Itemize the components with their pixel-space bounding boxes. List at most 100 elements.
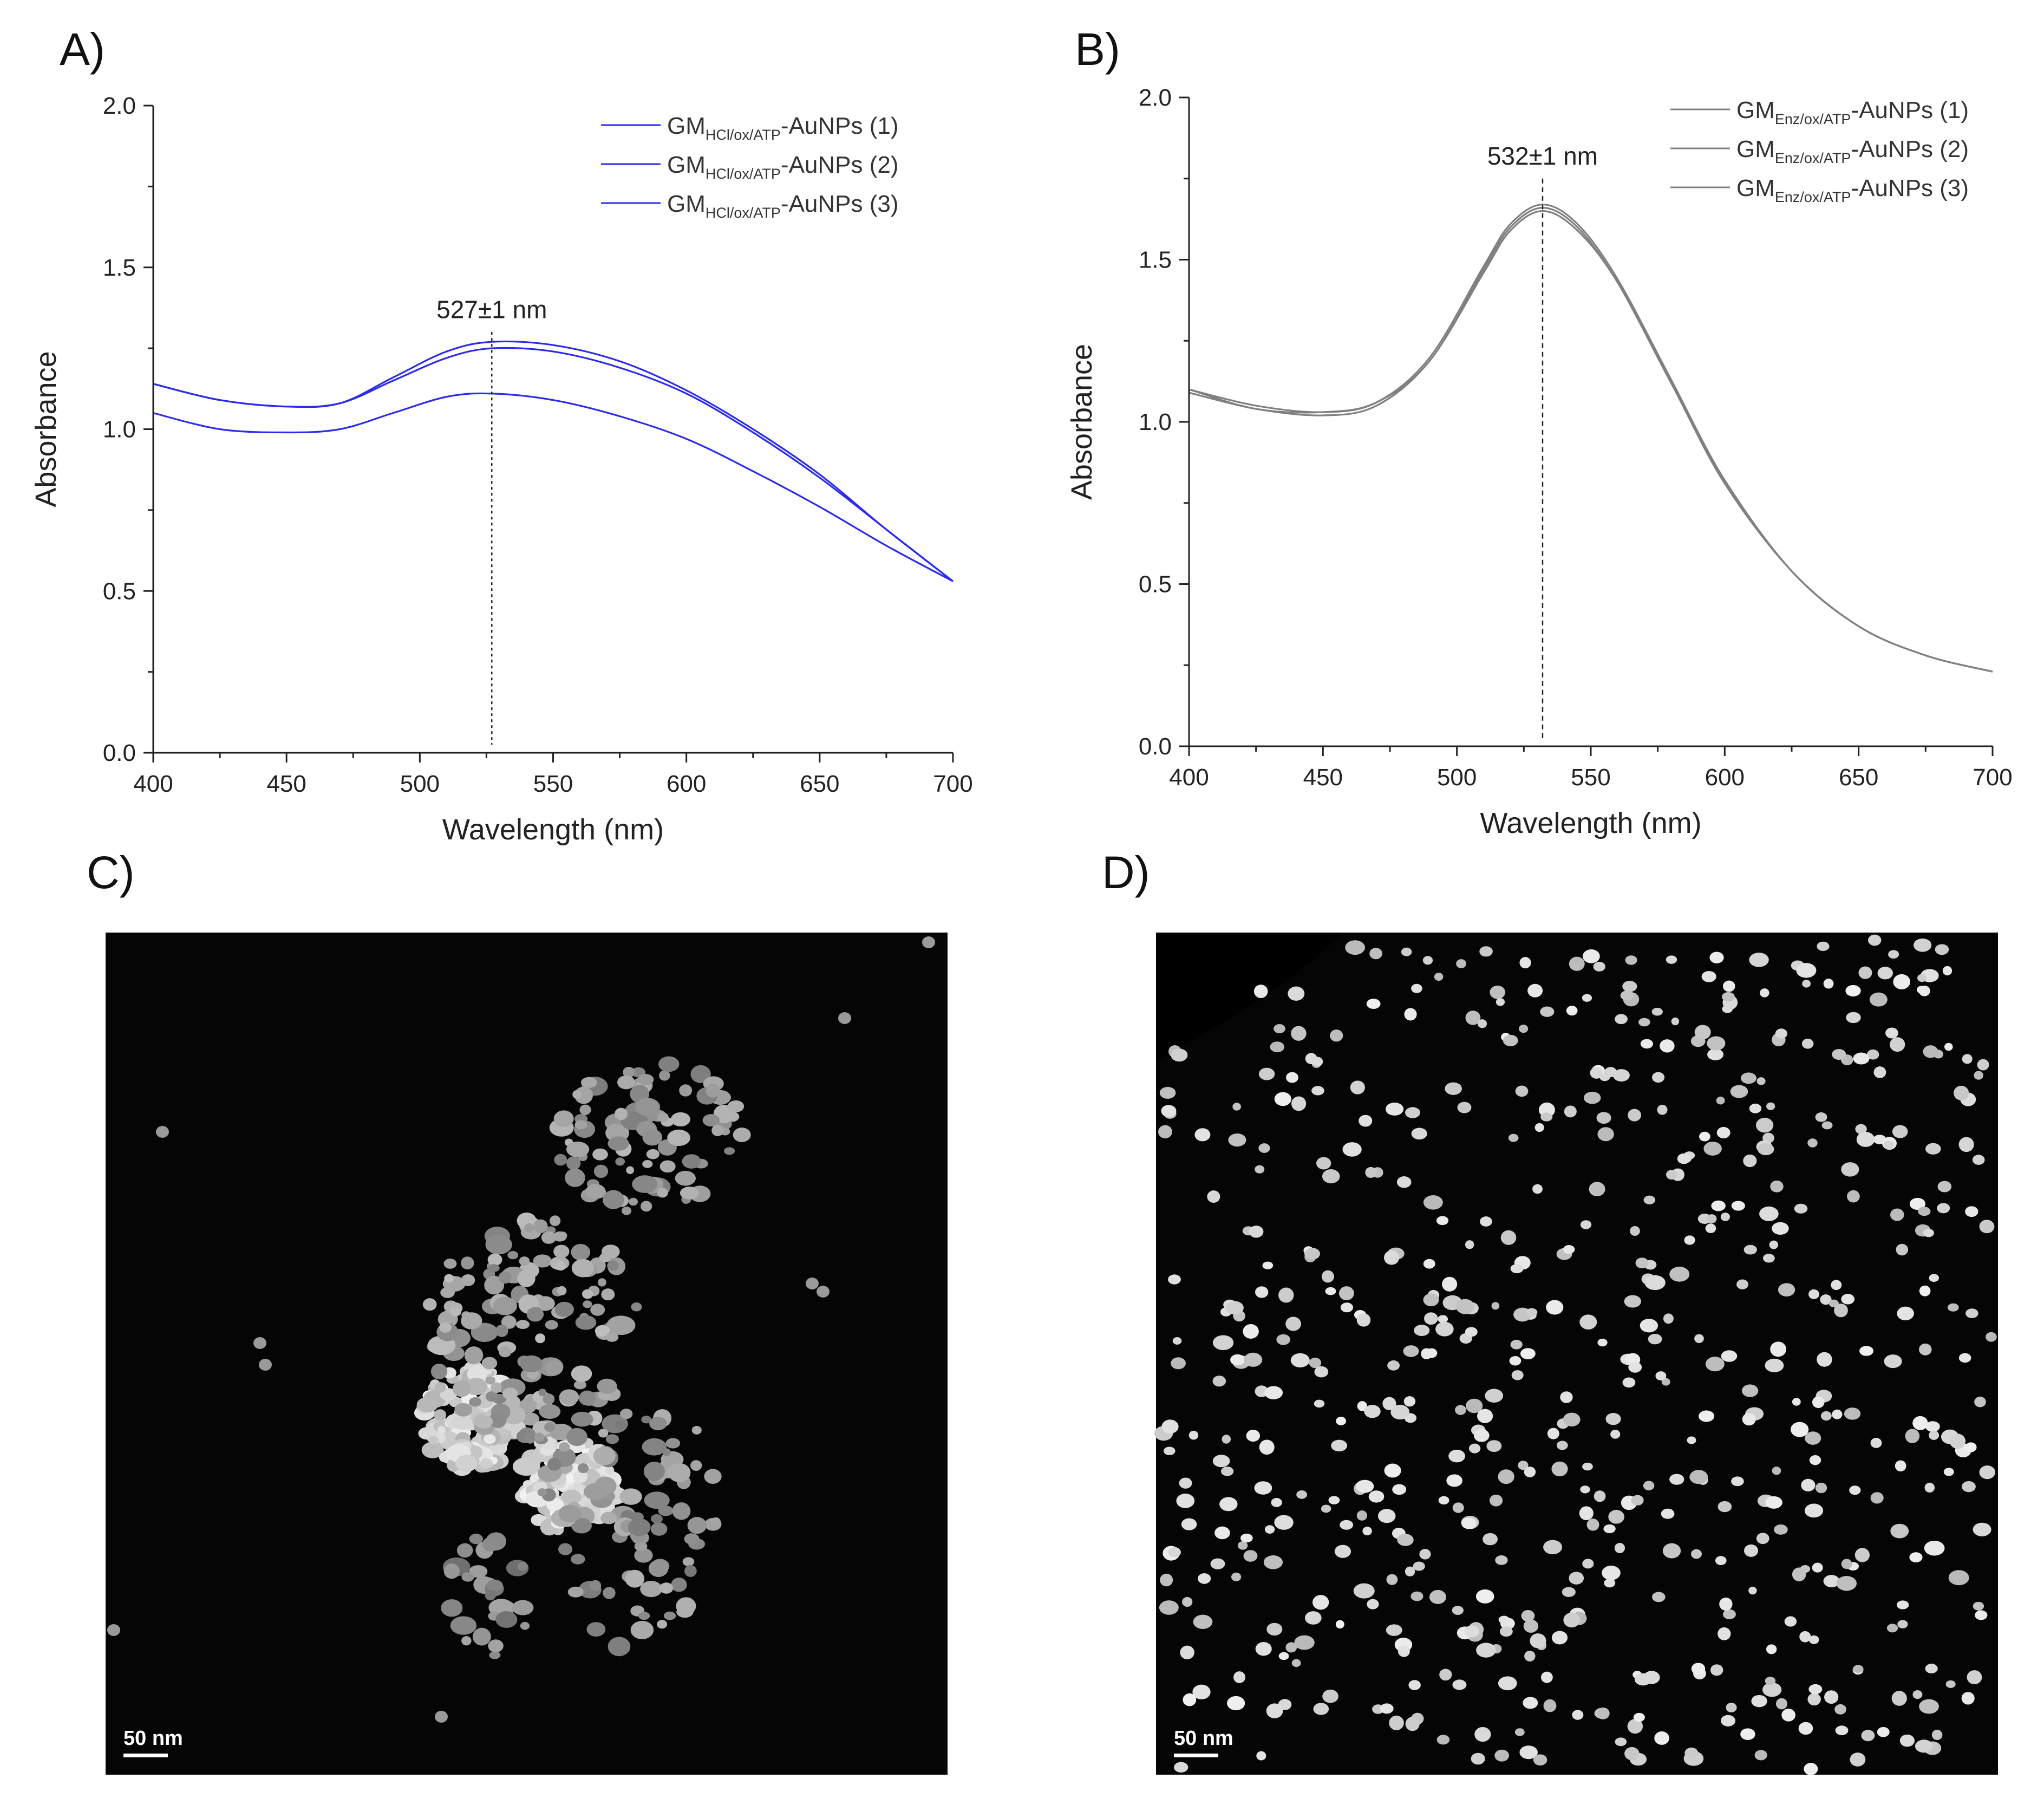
nanoparticle — [1855, 1124, 1867, 1135]
nanoparticle — [1919, 1285, 1931, 1296]
nanoparticle — [1893, 974, 1910, 989]
nanoparticle — [1944, 1042, 1953, 1051]
nanoparticle — [571, 1243, 591, 1261]
chart-a-legend: GMHCl/ox/ATP-AuNPs (1) GMHCl/ox/ATP-AuNP… — [601, 113, 899, 221]
nanoparticle — [1258, 1143, 1270, 1153]
nanoparticle — [443, 1563, 460, 1579]
panel-label-d: D) — [1102, 847, 1150, 898]
nanoparticle — [545, 1320, 558, 1330]
nanoparticle — [451, 1415, 473, 1430]
nanoparticle — [1181, 1518, 1197, 1530]
nanoparticle — [1912, 1690, 1923, 1699]
nanoparticle — [1291, 1026, 1307, 1041]
nanoparticle — [706, 1084, 720, 1098]
nanoparticle — [571, 1411, 593, 1427]
nanoparticle — [1909, 1552, 1923, 1563]
nanoparticle — [1622, 981, 1637, 992]
nanoparticle — [1896, 1600, 1909, 1609]
nanoparticle — [1353, 1583, 1375, 1599]
nanoparticle — [488, 1264, 500, 1272]
chart-b-x-title: Wavelength (nm) — [1480, 807, 1701, 839]
nanoparticle — [608, 1136, 629, 1151]
nanoparticle — [684, 1533, 700, 1545]
nanoparticle — [1586, 1519, 1599, 1531]
nanoparticle — [1386, 1574, 1398, 1585]
nanoparticle — [595, 1325, 610, 1337]
nanoparticle — [1508, 1133, 1519, 1142]
nanoparticle — [1802, 980, 1811, 988]
chart-a-xtick-label: 450 — [266, 771, 306, 797]
nanoparticle — [547, 1457, 562, 1471]
nanoparticle — [1709, 952, 1724, 963]
nanoparticle — [428, 1436, 439, 1444]
nanoparticle — [1342, 1142, 1362, 1157]
nanoparticle — [1168, 1274, 1181, 1285]
nanoparticle — [1915, 1739, 1933, 1753]
nanoparticle — [1296, 1490, 1308, 1499]
chart-b-legend-entry-3: GMEnz/ox/ATP-AuNPs (3) — [1670, 175, 1969, 205]
nanoparticle — [806, 1278, 819, 1289]
nanoparticle — [1820, 1294, 1832, 1305]
nanoparticle — [1435, 1321, 1454, 1337]
nanoparticle — [439, 1322, 452, 1333]
nanoparticle — [485, 1589, 497, 1601]
nanoparticle — [638, 1612, 650, 1620]
nanoparticle — [1540, 1112, 1553, 1122]
nanoparticle — [1285, 1317, 1302, 1331]
nanoparticle — [489, 1651, 501, 1659]
nanoparticle — [676, 1597, 696, 1615]
nanoparticle — [1707, 1036, 1726, 1051]
nanoparticle — [1719, 1598, 1733, 1611]
chart-b-ytick-label: 1.0 — [1139, 409, 1172, 435]
nanoparticle — [1357, 1401, 1367, 1411]
nanoparticle — [1233, 1671, 1246, 1683]
nanoparticle — [1198, 1573, 1211, 1584]
chart-a-ticks: 400 450 500 550 600 650 700 0.0 0.5 1.0 1.5 2.0 — [103, 93, 973, 797]
nanoparticle — [1905, 1429, 1920, 1443]
nanoparticle — [461, 1636, 472, 1646]
nanoparticle — [1483, 1533, 1498, 1546]
nanoparticle — [1847, 1190, 1860, 1203]
nanoparticle — [1340, 1520, 1354, 1530]
nanoparticle — [1438, 1315, 1448, 1323]
nanoparticle — [1174, 1762, 1188, 1773]
nanoparticle — [1594, 1490, 1606, 1502]
nanoparticle — [1328, 1496, 1340, 1504]
nanoparticle — [441, 1599, 463, 1617]
nanoparticle — [1899, 1734, 1915, 1747]
nanoparticle — [642, 1438, 667, 1456]
nanoparticle — [1572, 1710, 1584, 1720]
nanoparticle — [1159, 1600, 1179, 1615]
nanoparticle — [1397, 1534, 1414, 1546]
nanoparticle — [1622, 1377, 1636, 1388]
nanoparticle — [1884, 1354, 1902, 1369]
nanoparticle — [1325, 1287, 1336, 1295]
nanoparticle — [1519, 1025, 1529, 1033]
nanoparticle — [1266, 1622, 1283, 1636]
nanoparticle — [1799, 1631, 1811, 1643]
nanoparticle — [1366, 999, 1381, 1009]
panel-label-c: C) — [87, 847, 135, 898]
nanoparticle — [1288, 986, 1305, 1001]
nanoparticle — [1422, 956, 1433, 965]
nanoparticle — [1723, 1609, 1736, 1620]
nanoparticle — [1979, 1220, 1995, 1234]
nanoparticle — [648, 1560, 669, 1578]
nanoparticle — [1624, 1295, 1642, 1308]
chart-b-legend-label-1: GMEnz/ox/ATP-AuNPs (1) — [1736, 97, 1969, 127]
nanoparticle — [1219, 1497, 1238, 1511]
nanoparticle — [1365, 1167, 1377, 1178]
nanoparticle — [579, 1104, 591, 1116]
nanoparticle — [1338, 1286, 1354, 1301]
chart-b-ytick-label: 0.0 — [1139, 733, 1172, 760]
nanoparticle — [1414, 1325, 1430, 1337]
nanoparticle — [1731, 1201, 1745, 1211]
nanoparticle — [1532, 1184, 1543, 1194]
nanoparticle — [1419, 1549, 1431, 1560]
nanoparticle — [1691, 1663, 1706, 1675]
nanoparticle — [1821, 1121, 1833, 1130]
nanoparticle — [1720, 1213, 1730, 1221]
nanoparticle — [519, 1398, 537, 1413]
nanoparticle — [487, 1253, 502, 1266]
nanoparticle — [440, 1287, 455, 1298]
